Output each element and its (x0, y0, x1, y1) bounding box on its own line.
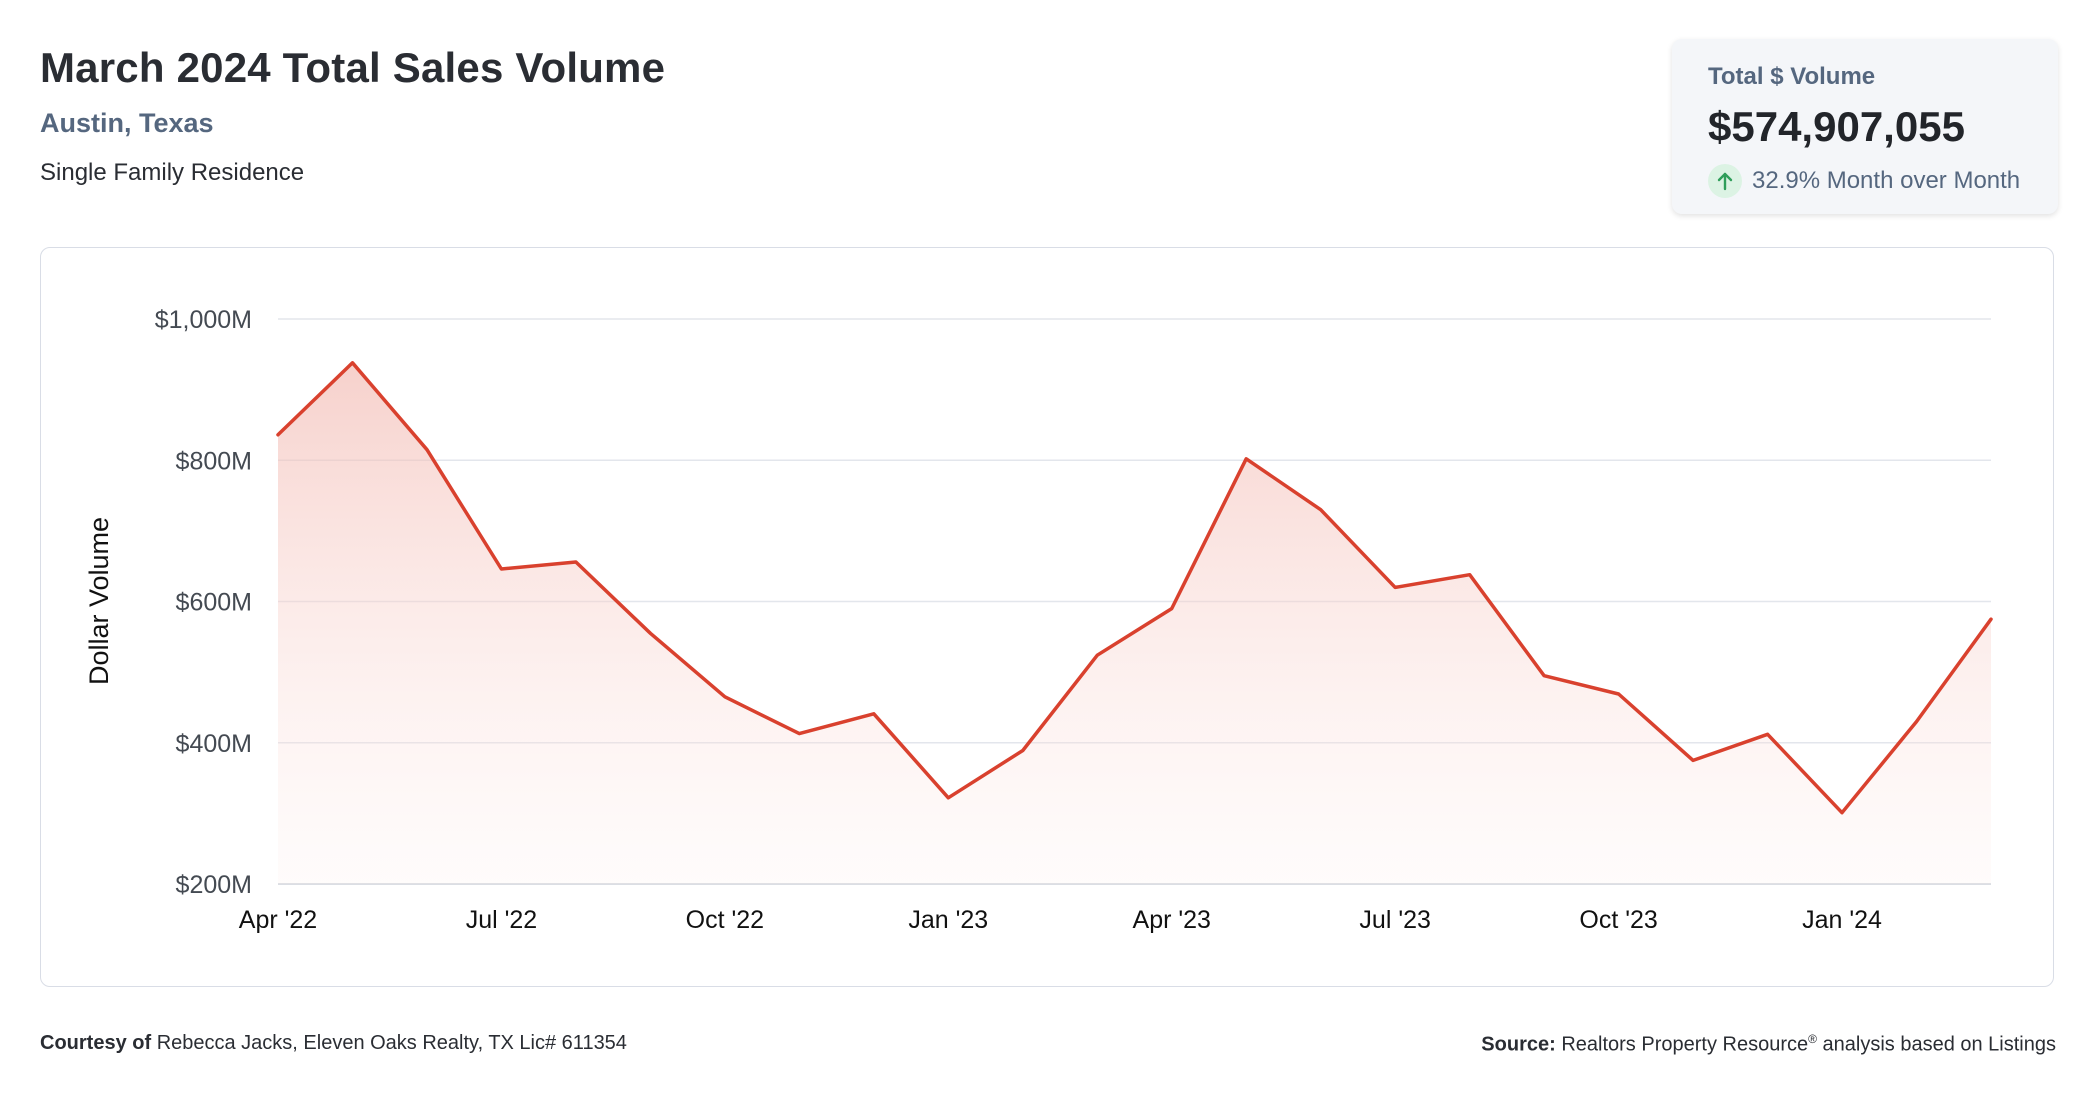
data-point[interactable] (272, 429, 284, 441)
chart-panel: $200M $400M $600M $800M $1,000M Apr '22 Jul '… (40, 247, 2054, 987)
data-point[interactable] (1538, 670, 1550, 682)
y-tick-label: $800M (176, 447, 252, 475)
source-text-2: analysis based on Listings (1816, 1033, 2057, 1056)
data-point[interactable] (1091, 649, 1103, 661)
x-tick-label: Oct '22 (686, 906, 764, 934)
arrow-up-icon (1708, 164, 1742, 198)
series-area-fill (278, 362, 1991, 884)
x-tick-label: Apr '22 (239, 906, 317, 934)
data-point[interactable] (570, 556, 582, 568)
data-point[interactable] (1762, 728, 1774, 740)
sales-volume-chart: $200M $400M $600M $800M $1,000M Apr '22 Jul '… (84, 306, 1997, 934)
data-point[interactable] (421, 444, 433, 456)
y-axis-label: Dollar Volume (84, 517, 114, 685)
x-tick-label: Jan '24 (1802, 906, 1882, 934)
kpi-value: $574,907,055 (1708, 103, 1965, 150)
data-point[interactable] (346, 357, 358, 369)
kpi-card: Total $ Volume $574,907,055 32.9% Month … (1672, 39, 2058, 214)
y-tick-label: $600M (176, 589, 252, 617)
y-tick-label: $200M (176, 871, 252, 899)
data-point[interactable] (1911, 716, 1923, 728)
x-tick-label: Jul '22 (466, 906, 537, 934)
data-point[interactable] (1315, 504, 1327, 516)
data-point[interactable] (1166, 603, 1178, 615)
data-point[interactable] (1240, 453, 1252, 465)
data-point[interactable] (719, 691, 731, 703)
location-subtitle: Austin, Texas (40, 108, 214, 138)
property-type-label: Single Family Residence (40, 159, 305, 186)
data-point[interactable] (1017, 745, 1029, 757)
data-point[interactable] (1389, 581, 1401, 593)
data-point[interactable] (1985, 613, 1997, 625)
data-point[interactable] (495, 563, 507, 575)
x-tick-label: Jan '23 (908, 906, 988, 934)
x-tick-label: Oct '23 (1579, 906, 1657, 934)
data-point[interactable] (1836, 807, 1848, 819)
data-point[interactable] (942, 792, 954, 804)
y-tick-label: $1,000M (155, 306, 252, 334)
data-point[interactable] (868, 708, 880, 720)
source-text-1: Realtors Property Resource (1561, 1033, 1809, 1056)
series-line (276, 361, 1993, 815)
footer-courtesy: Courtesy of Rebecca Jacks, Eleven Oaks R… (40, 1032, 627, 1055)
data-point[interactable] (793, 728, 805, 740)
kpi-change-row: 32.9% Month over Month (1708, 163, 2020, 199)
page-title: March 2024 Total Sales Volume (40, 44, 666, 91)
data-point[interactable] (644, 627, 656, 639)
data-point[interactable] (1687, 754, 1699, 766)
footer-source: Source: Realtors Property Resource® anal… (1481, 1032, 2056, 1057)
x-tick-label: Apr '23 (1133, 906, 1211, 934)
x-tick-label: Jul '23 (1359, 906, 1430, 934)
y-tick-label: $400M (176, 730, 252, 758)
courtesy-label: Courtesy of (40, 1032, 152, 1054)
data-point[interactable] (1464, 569, 1476, 581)
kpi-change-text: 32.9% Month over Month (1752, 167, 2021, 194)
kpi-label: Total $ Volume (1708, 63, 1876, 90)
registered-mark: ® (1808, 1032, 1817, 1046)
data-point[interactable] (1613, 688, 1625, 700)
courtesy-text: Rebecca Jacks, Eleven Oaks Realty, TX Li… (156, 1032, 627, 1054)
source-label: Source: (1481, 1033, 1556, 1056)
